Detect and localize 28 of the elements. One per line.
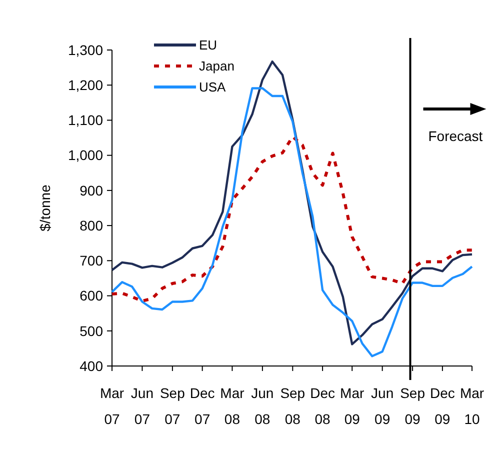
- y-tick-label: 1,200: [68, 77, 104, 94]
- x-tick-label: Sep 09: [400, 385, 426, 427]
- x-tick-label: Mar 10: [460, 385, 484, 427]
- y-tick-label: 400: [80, 358, 104, 374]
- x-tick-label: Dec 07: [190, 385, 215, 427]
- y-tick-label: 900: [80, 182, 104, 198]
- x-tick-label: Mar 07: [100, 385, 124, 427]
- x-tick-label: Sep 08: [280, 385, 306, 427]
- y-tick-label: 1,000: [68, 147, 104, 164]
- x-tick-label: Sep 07: [160, 385, 186, 427]
- x-tick-label: Dec 09: [430, 385, 455, 427]
- legend-label: USA: [199, 80, 226, 95]
- y-tick-label: 700: [80, 252, 104, 269]
- y-tick-label: 800: [80, 217, 104, 234]
- x-tick-label: Mar 08: [220, 385, 245, 427]
- x-tick-label: Mar 09: [340, 385, 364, 427]
- x-tick-label: Jun 09: [371, 385, 394, 427]
- legend-label: EU: [199, 38, 218, 53]
- y-tick-label: 1,100: [68, 112, 104, 128]
- x-tick-label: Jun 07: [130, 385, 154, 427]
- x-tick-label: Jun 08: [251, 385, 274, 427]
- x-tick-label: Dec 08: [310, 385, 335, 427]
- y-tick-label: 1,300: [68, 42, 104, 58]
- ref-line-label: Forecast: [428, 128, 483, 144]
- y-tick-label: 500: [80, 322, 104, 339]
- y-tick-label: 600: [80, 288, 104, 304]
- legend-label: Japan: [199, 58, 234, 74]
- y-axis-title: $/tonne: [37, 184, 53, 232]
